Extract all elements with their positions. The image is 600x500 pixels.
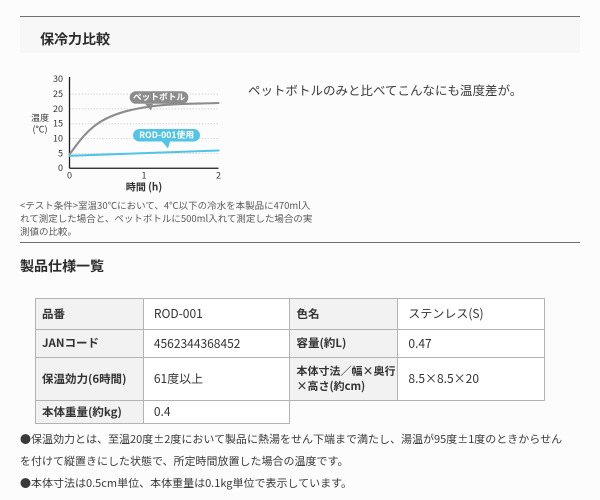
svg-text:ROD-001使用: ROD-001使用 bbox=[139, 128, 194, 141]
svg-text:10: 10 bbox=[53, 132, 63, 145]
svg-text:0: 0 bbox=[67, 169, 72, 182]
svg-text:15: 15 bbox=[53, 117, 63, 130]
svg-text:0: 0 bbox=[58, 161, 63, 174]
svg-text:5: 5 bbox=[58, 146, 63, 159]
svg-text:20: 20 bbox=[53, 102, 63, 115]
svg-text:2: 2 bbox=[216, 169, 221, 182]
svg-text:25: 25 bbox=[53, 87, 63, 100]
svg-text:ペットボトル: ペットボトル bbox=[133, 90, 185, 103]
svg-text:(℃): (℃) bbox=[32, 123, 47, 136]
svg-text:30: 30 bbox=[53, 75, 63, 85]
svg-text:時間 (h): 時間 (h) bbox=[126, 179, 162, 194]
